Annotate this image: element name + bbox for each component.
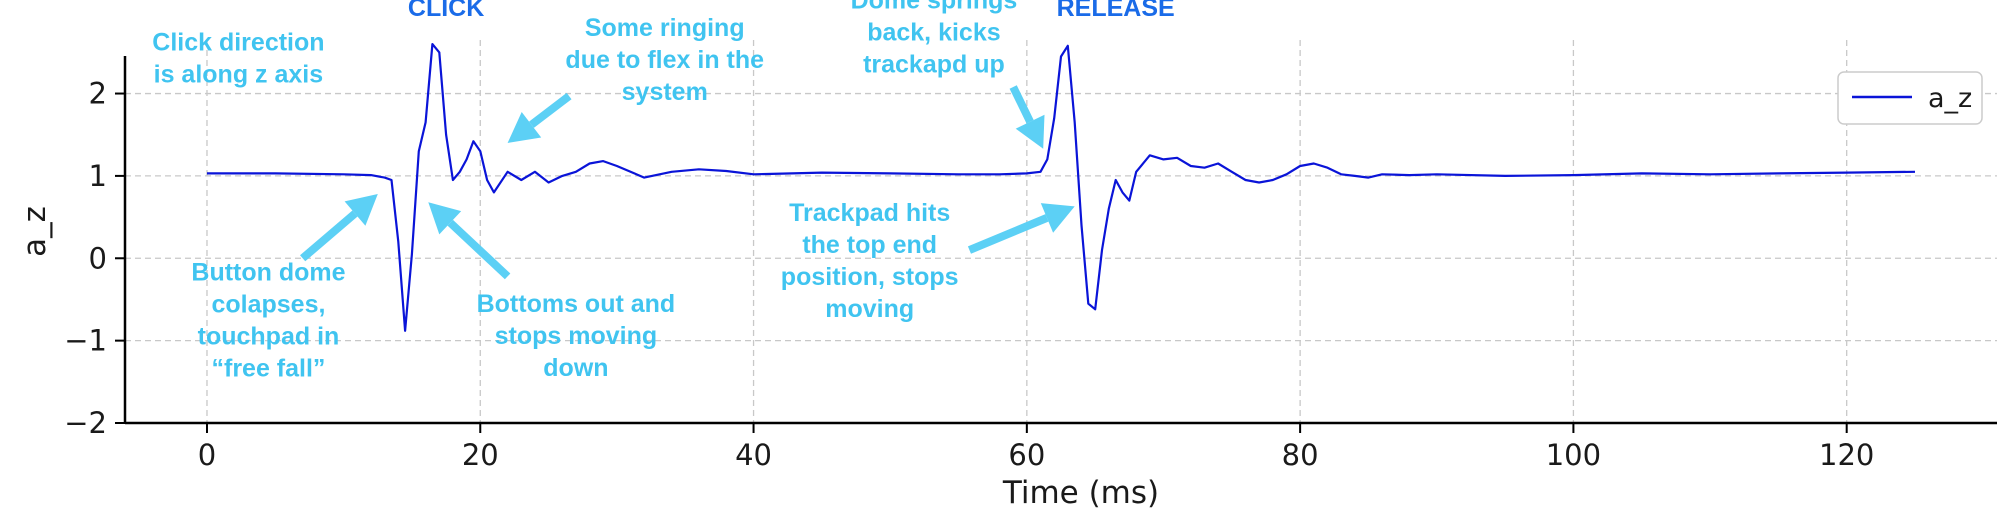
annotation-text: Trackpad hits the top end position, stops m…: [781, 199, 959, 323]
annotation-line: trackapd up: [863, 51, 1005, 79]
annotation-line: moving: [825, 295, 914, 323]
x-tick-label: 120: [1819, 438, 1874, 472]
annotation-arrow-head: [428, 202, 462, 235]
phase-label: RELEASE: [1057, 0, 1175, 22]
x-tick-label: 100: [1546, 438, 1601, 472]
annotation-line: touchpad in: [198, 323, 340, 351]
x-axis-title: Time (ms): [1002, 475, 1159, 511]
annotation-text: Some ringing due to flex in the system: [565, 14, 764, 106]
series: [207, 43, 1916, 332]
annotation-line: Dome springs: [851, 0, 1018, 15]
annotation-line: down: [543, 354, 608, 382]
annotation-line: Button dome: [191, 259, 345, 287]
ticks: 0 20 40 60 80 100 120 −2 −1 0 1 2: [64, 77, 1874, 472]
y-tick-label: −1: [64, 324, 107, 358]
annotation-arrow-shaft: [1009, 85, 1034, 124]
annotation-line: “free fall”: [212, 355, 326, 383]
legend: a_z: [1837, 71, 1983, 125]
annotation-arrows: [300, 85, 1075, 280]
annotation-text: Bottoms out and stops moving down: [477, 290, 676, 382]
x-tick-label: 40: [735, 438, 772, 472]
annotation-text: Click direction is along z axis: [152, 29, 324, 89]
axes: [123, 56, 1997, 425]
y-tick-label: −2: [64, 406, 107, 440]
annotation-text: Dome springs back, kicks trackapd up: [851, 0, 1018, 79]
annotation-arrow-shaft: [447, 219, 511, 280]
series-line-a_z: [207, 43, 1916, 332]
annotation-arrow-head: [1015, 114, 1045, 149]
x-tick-label: 0: [198, 438, 216, 472]
legend-label: a_z: [1928, 83, 1972, 114]
annotation-arrow-head: [344, 194, 378, 226]
annotation-line: the top end: [802, 231, 937, 259]
annotation-line: Bottoms out and: [477, 290, 676, 318]
annotation-arrow-shaft: [529, 92, 572, 128]
annotation-text: Button dome colapses, touchpad in “free fal…: [191, 259, 345, 383]
y-tick-label: 2: [89, 77, 107, 111]
annotation-line: Some ringing: [585, 14, 745, 42]
phase-label: CLICK: [408, 0, 484, 22]
x-tick-label: 80: [1282, 438, 1319, 472]
annotation-arrow-shaft: [300, 210, 358, 262]
x-tick-label: 20: [462, 438, 499, 472]
annotation-arrow-shaft: [967, 214, 1049, 254]
x-tick-label: 60: [1008, 438, 1045, 472]
y-tick-label: 1: [89, 159, 107, 193]
annotation-line: Click direction: [152, 29, 324, 57]
y-tick-label: 0: [89, 241, 107, 275]
annotation-line: is along z axis: [154, 61, 324, 89]
annotation-arrow-head: [1040, 203, 1075, 233]
annotation-line: back, kicks: [867, 19, 1000, 47]
y-axis-title: a_z: [17, 206, 53, 257]
annotation-line: colapses,: [211, 291, 325, 319]
annotation-line: position, stops: [781, 263, 959, 291]
annotation-line: system: [622, 78, 708, 106]
annotation-line: stops moving: [495, 322, 658, 350]
annotation-line: due to flex in the: [565, 46, 764, 74]
grid: [125, 40, 1997, 424]
annotation-arrow-head: [507, 112, 542, 143]
annotation-line: Trackpad hits: [789, 199, 950, 227]
annotations: CLICK RELEASE Click direction is along z ax…: [152, 0, 1174, 383]
